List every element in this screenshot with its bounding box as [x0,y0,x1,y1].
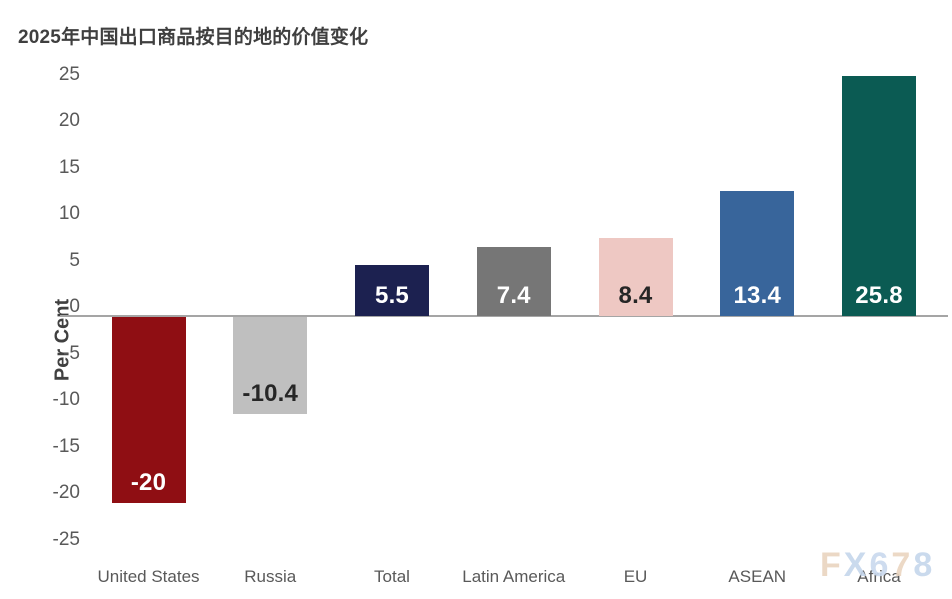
bar-africa: 25.8 [842,76,916,316]
watermark-letter: X [843,546,870,584]
bar-value-label-russia: -10.4 [242,379,299,407]
bar-value-label-africa: 25.8 [855,281,903,309]
bar-value-label-united-states: -20 [130,469,167,496]
zero-axis-line [60,315,948,317]
watermark-letter: 8 [913,546,936,584]
chart-title: 2025年中国出口商品按目的地的价值变化 [18,27,369,48]
y-tick-10: 10 [58,203,80,224]
bar-value-label-eu: 8.4 [618,281,653,309]
bar-total: 5.5 [355,264,429,316]
y-tick--10: -10 [52,389,80,410]
y-tick-0: 0 [69,296,80,317]
x-label-latin-america: Latin America [462,567,566,586]
watermark-letter: F [820,546,844,584]
bar-asean: 13.4 [720,191,795,316]
watermark-letter: 6 [869,546,892,584]
bar-latin-america: 7.4 [476,247,551,316]
y-tick-15: 15 [58,156,80,178]
x-label-total: Total [374,567,410,586]
y-tick-5: 5 [69,249,80,271]
y-tick-20: 20 [58,110,80,131]
y-tick-25: 25 [58,63,80,85]
x-label-africa: Africa [857,567,901,586]
fx678-watermark-logo: FX678 [820,546,935,585]
y-tick--15: -15 [52,435,80,457]
bar-value-label-latin-america: 7.4 [496,281,531,309]
x-label-eu: EU [623,567,648,586]
bar-russia: -10.4 [233,317,308,414]
watermark-letter: 7 [891,546,914,584]
y-tick--20: -20 [52,482,80,503]
bar-value-label-total: 5.5 [375,281,409,309]
bar-value-label-asean: 13.4 [733,281,781,309]
bar-eu: 8.4 [598,237,673,316]
y-tick--25: -25 [52,528,80,550]
y-tick--5: -5 [63,342,80,364]
x-label-asean: ASEAN [728,567,787,586]
x-label-russia: Russia [244,567,297,586]
x-label-united-states: United States [97,567,200,586]
bar-united-states: -20 [111,317,186,503]
